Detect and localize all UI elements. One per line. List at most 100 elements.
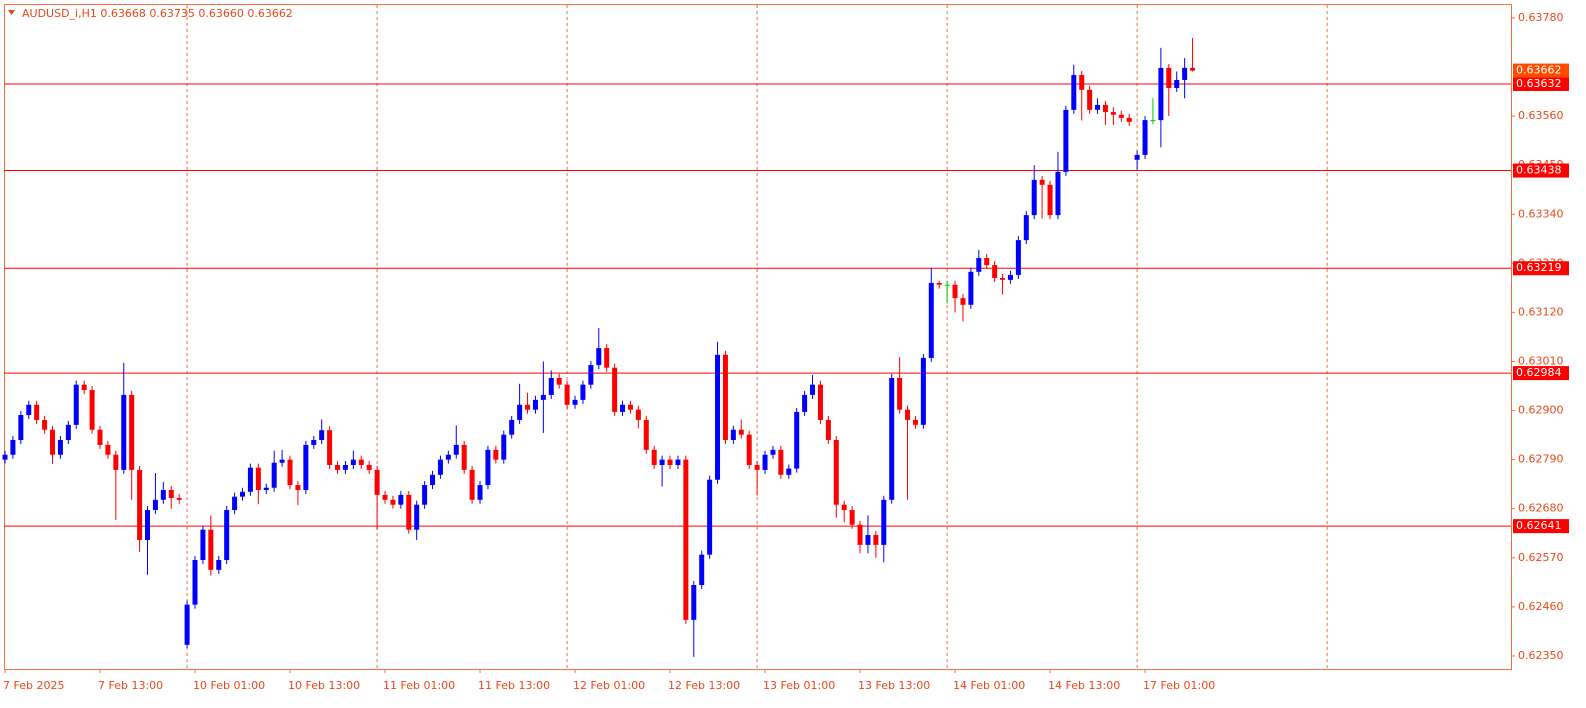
candle-body: [113, 454, 119, 470]
candle-body: [145, 510, 151, 540]
candle-body: [232, 496, 238, 511]
candle-body: [920, 357, 926, 425]
candle-body: [651, 449, 657, 465]
candle-body: [192, 560, 198, 605]
candle-body: [532, 399, 538, 410]
y-tick-label: 0.62900: [1518, 404, 1564, 417]
candle-body: [936, 282, 942, 285]
candle-body: [137, 469, 143, 540]
candle-body: [746, 434, 752, 465]
candle-body: [10, 440, 16, 455]
x-tick-label: 14 Feb 13:00: [1048, 679, 1120, 692]
candle-body: [461, 444, 467, 470]
y-tick-label: 0.62350: [1518, 649, 1564, 662]
candle-body: [778, 449, 784, 475]
candle-body: [1190, 67, 1196, 71]
candle-body: [572, 399, 578, 405]
candle-body: [659, 459, 665, 465]
candle-body: [1063, 109, 1069, 172]
menu-arrow[interactable]: [8, 10, 15, 15]
candle-body: [968, 271, 974, 305]
candle-body: [295, 485, 301, 490]
candle-body: [437, 459, 443, 475]
candle-body: [675, 459, 681, 465]
candle-body: [635, 409, 641, 420]
candle-body: [406, 494, 412, 530]
candle-body: [129, 394, 135, 470]
candle-body: [928, 282, 934, 358]
candle-body: [1000, 278, 1006, 280]
candle-body: [1110, 112, 1116, 115]
candle-body: [976, 257, 982, 272]
candle-body: [1174, 79, 1180, 88]
x-tick-label: 12 Feb 01:00: [573, 679, 645, 692]
level-price-box: [1513, 519, 1569, 534]
candle-body: [501, 434, 507, 460]
candle-body: [691, 585, 697, 620]
level-price-box: [1513, 76, 1569, 91]
candle-body: [1071, 75, 1077, 110]
candle-body: [722, 354, 728, 441]
candle-body: [200, 529, 206, 561]
level-price-box: [1513, 366, 1569, 381]
candle-body: [97, 429, 103, 445]
candle-body: [960, 298, 966, 305]
level-price-label: 0.62641: [1516, 519, 1562, 532]
level-price-label: 0.63219: [1516, 261, 1562, 274]
candle-body: [121, 394, 127, 470]
candle-body: [350, 459, 356, 465]
candle-body: [857, 524, 863, 545]
candle-body: [873, 535, 879, 545]
candle-body: [1031, 179, 1037, 216]
y-tick-label: 0.62790: [1518, 453, 1564, 466]
x-tick-label: 17 Feb 01:00: [1143, 679, 1215, 692]
x-tick-label: 10 Feb 13:00: [288, 679, 360, 692]
candle-body: [707, 479, 713, 555]
candle-body: [1087, 89, 1093, 110]
candle-body: [335, 464, 341, 470]
candle-body: [374, 469, 380, 495]
candle-body: [493, 449, 499, 460]
candle-body: [667, 459, 673, 465]
candle-body: [18, 415, 24, 441]
candle-body: [358, 459, 364, 465]
candle-body: [1023, 215, 1029, 241]
candle-body: [311, 440, 317, 445]
candle-body: [105, 444, 111, 455]
candle-body: [564, 384, 570, 405]
candle-body: [556, 377, 562, 385]
y-tick-label: 0.62460: [1518, 600, 1564, 613]
level-price-label: 0.63438: [1516, 164, 1562, 177]
candle-body: [89, 390, 95, 430]
candle-body: [42, 419, 48, 430]
candle-body: [1142, 120, 1148, 155]
candle-body: [825, 419, 831, 441]
candle-body: [817, 384, 823, 420]
candle-body: [643, 419, 649, 450]
level-price-box: [1513, 163, 1569, 178]
candle-body: [992, 265, 998, 279]
candle-body: [26, 404, 32, 416]
candle-body: [1126, 117, 1132, 122]
x-tick-label: 13 Feb 13:00: [858, 679, 930, 692]
candle-body: [517, 404, 523, 420]
candle-body: [1095, 104, 1101, 110]
candle-body: [580, 384, 586, 400]
candle-body: [279, 459, 285, 463]
level-price-label: 0.62984: [1516, 366, 1562, 379]
candle-body: [176, 498, 182, 500]
candle-body: [342, 464, 348, 470]
candle-body: [730, 429, 736, 441]
candle-body: [477, 485, 483, 500]
candle-body: [1079, 75, 1085, 90]
y-tick-label: 0.63560: [1518, 109, 1564, 122]
candle-body: [754, 464, 760, 470]
candle-body: [762, 454, 768, 470]
candle-body: [453, 444, 459, 455]
level-price-label: 0.63632: [1516, 77, 1562, 90]
x-tick-label: 7 Feb 13:00: [98, 679, 163, 692]
candle-body: [303, 444, 309, 490]
candle-body: [216, 560, 222, 570]
candle-body: [50, 429, 56, 455]
